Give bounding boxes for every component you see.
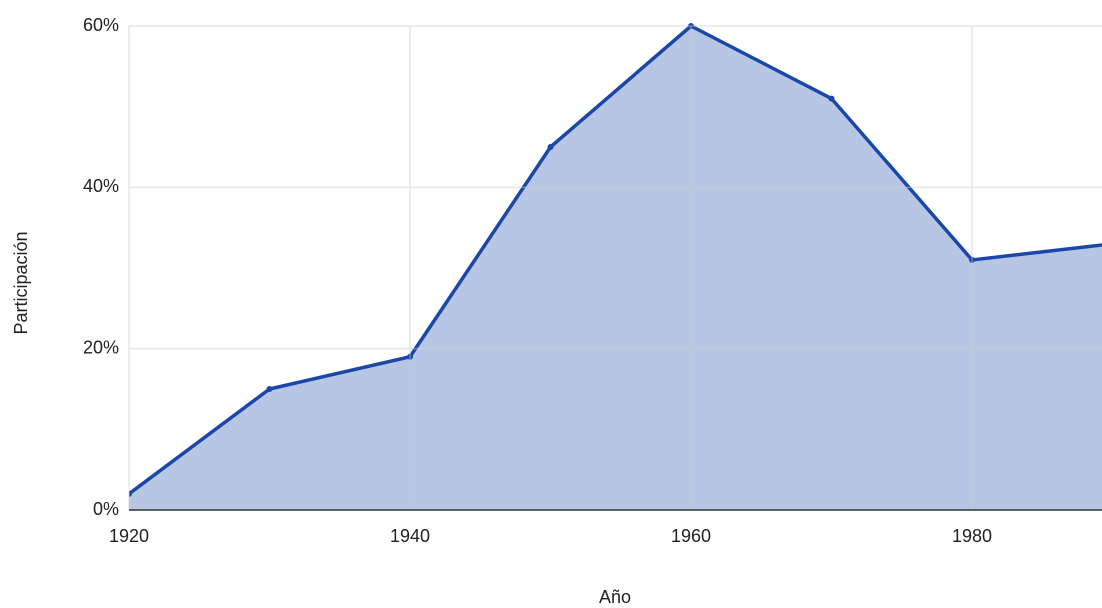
point xyxy=(129,490,132,497)
y-axis-label: Participación xyxy=(11,231,31,334)
x-axis-label: Año xyxy=(599,587,631,607)
y-tick-label: 0% xyxy=(93,499,119,519)
point xyxy=(547,144,554,150)
y-tick-label: 40% xyxy=(83,176,119,196)
point xyxy=(407,353,414,360)
point xyxy=(969,256,976,263)
point xyxy=(266,386,273,392)
plot-area xyxy=(129,23,1102,510)
line xyxy=(129,24,1102,496)
x-tick-label: 1940 xyxy=(390,526,430,546)
point xyxy=(828,95,835,102)
y-tick-label: 60% xyxy=(83,15,119,35)
x-tick-label: 1960 xyxy=(671,526,711,546)
x-tick-label: 1980 xyxy=(952,526,992,546)
area xyxy=(129,26,1102,510)
y-tick-label: 20% xyxy=(83,337,119,357)
x-tick-label: 1920 xyxy=(109,526,149,546)
point xyxy=(688,23,695,29)
